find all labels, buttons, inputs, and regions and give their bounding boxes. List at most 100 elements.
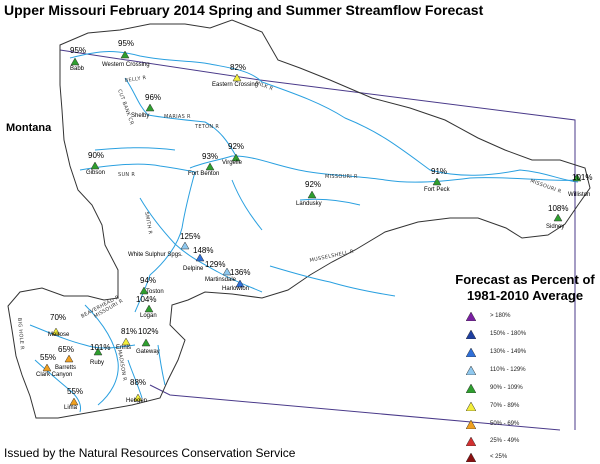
station-marker <box>93 347 103 356</box>
station-marker <box>145 103 155 112</box>
state-boundaries <box>59 49 576 431</box>
river-label: MARIAS R <box>164 114 191 120</box>
station-name: Barretts <box>55 365 76 371</box>
station-gibson: 90% Gibson <box>86 151 105 176</box>
station-percent: 148% <box>193 246 213 255</box>
station-eastern-crossing: 82% Eastern Crossing <box>212 63 258 88</box>
station-name: Gibson <box>86 170 105 176</box>
station-marker <box>69 397 79 406</box>
triangle-icon <box>466 366 476 375</box>
station-marker <box>42 363 52 372</box>
station-percent: 95% <box>118 39 134 48</box>
station-percent: 92% <box>305 180 321 189</box>
station-marker <box>232 73 242 82</box>
footer-note: Issued by the Natural Resources Conserva… <box>4 446 296 460</box>
station-percent: 91% <box>431 167 447 176</box>
legend-title-line1: Forecast as Percent of <box>455 272 595 287</box>
station-name: Gateway <box>136 349 160 355</box>
legend-label: 150% - 180% <box>490 331 527 337</box>
station-name: Martinsdale <box>205 277 237 283</box>
triangle-icon <box>466 453 476 462</box>
station-percent: 102% <box>138 327 158 336</box>
legend-label: > 180% <box>490 313 511 319</box>
station-marker <box>120 50 130 59</box>
legend-title-line2: 1981-2010 Average <box>466 288 584 303</box>
station-percent: 104% <box>136 295 156 304</box>
station-gateway: 102% Gateway <box>136 327 160 355</box>
station-percent: 136% <box>230 268 250 277</box>
station-marker <box>231 153 241 162</box>
river-label: SUN R <box>118 172 135 178</box>
station-barretts: 65% Barretts <box>55 345 76 371</box>
legend-label: 50% - 69% <box>490 421 520 427</box>
legend-label: 70% - 89% <box>490 403 520 409</box>
station-marker <box>307 190 317 199</box>
station-logan: 104% Logan <box>136 295 157 319</box>
station-name: Babb <box>70 66 85 72</box>
station-percent: 101% <box>90 343 110 352</box>
station-percent: 65% <box>58 345 74 354</box>
station-marker <box>64 354 74 363</box>
station-percent: 101% <box>572 173 592 182</box>
station-delpine: 148% Delpine <box>183 246 213 272</box>
station-percent: 55% <box>40 353 56 362</box>
station-name: Shelby <box>131 113 149 119</box>
river-label: MISSOURI R <box>529 178 562 195</box>
station-fort-benton: 93% Fort Benton <box>188 152 219 177</box>
station-marker <box>51 327 61 336</box>
station-marker <box>141 338 151 347</box>
triangle-icon <box>466 384 476 393</box>
station-fort-peck: 91% Fort Peck <box>424 167 451 193</box>
station-hebgen: 88% Hebgen <box>126 378 147 404</box>
station-percent: 70% <box>50 313 66 322</box>
station-percent: 108% <box>548 204 568 213</box>
legend-label: < 25% <box>490 454 508 460</box>
station-name: Logan <box>140 313 157 319</box>
station-name: Fort Peck <box>424 187 451 193</box>
station-shelby: 96% Shelby <box>131 93 161 119</box>
river-label: CUT BANK CR <box>116 89 135 127</box>
station-percent: 93% <box>202 152 218 161</box>
station-name: Western Crossing <box>102 62 150 68</box>
station-melrose: 70% Melrose <box>48 313 70 338</box>
river-label: BELLY R <box>124 75 147 84</box>
station-name: Ennis <box>116 345 131 351</box>
legend-label: 25% - 49% <box>490 438 520 444</box>
station-name: Fort Benton <box>188 171 219 177</box>
station-marker <box>121 337 131 346</box>
triangle-icon <box>466 312 476 321</box>
station-name: Sidney <box>546 224 564 230</box>
station-name: Williston <box>568 192 590 198</box>
station-name: Ruby <box>90 360 104 366</box>
station-lima: 55% Lima <box>64 387 83 411</box>
station-percent: 90% <box>88 151 104 160</box>
station-virgelle: 92% Virgelle <box>222 142 244 166</box>
rivers <box>29 51 581 413</box>
station-percent: 92% <box>228 142 244 151</box>
basin-outline <box>7 19 591 419</box>
triangle-icon <box>466 330 476 339</box>
station-percent: 55% <box>67 387 83 396</box>
station-name: Eastern Crossing <box>212 82 258 88</box>
triangle-icon <box>466 402 476 411</box>
triangle-icon <box>466 420 476 429</box>
station-name: Harlowton <box>222 286 249 292</box>
station-martinsdale: 129% Martinsdale <box>205 260 237 283</box>
station-williston: 101% Williston <box>568 173 592 198</box>
station-harlowton: 136% Harlowton <box>222 268 250 292</box>
map-title: Upper Missouri February 2014 Spring and … <box>4 2 484 18</box>
station-name: White Sulphur Spgs. <box>128 252 183 258</box>
station-sidney: 108% Sidney <box>546 204 568 230</box>
river-label: MADISON R <box>116 349 127 381</box>
station-name: Virgelle <box>222 160 243 166</box>
legend-label: 130% - 149% <box>490 349 527 355</box>
station-marker <box>70 57 80 66</box>
river-label: TETON R <box>194 124 219 130</box>
station-marker <box>133 393 143 402</box>
triangle-icon <box>466 437 476 446</box>
station-marker <box>139 286 149 295</box>
river-labels: BELLY R MILK R CUT BANK CR MARIAS R TETO… <box>16 75 562 382</box>
station-marker <box>235 279 245 288</box>
station-marker <box>222 267 232 276</box>
